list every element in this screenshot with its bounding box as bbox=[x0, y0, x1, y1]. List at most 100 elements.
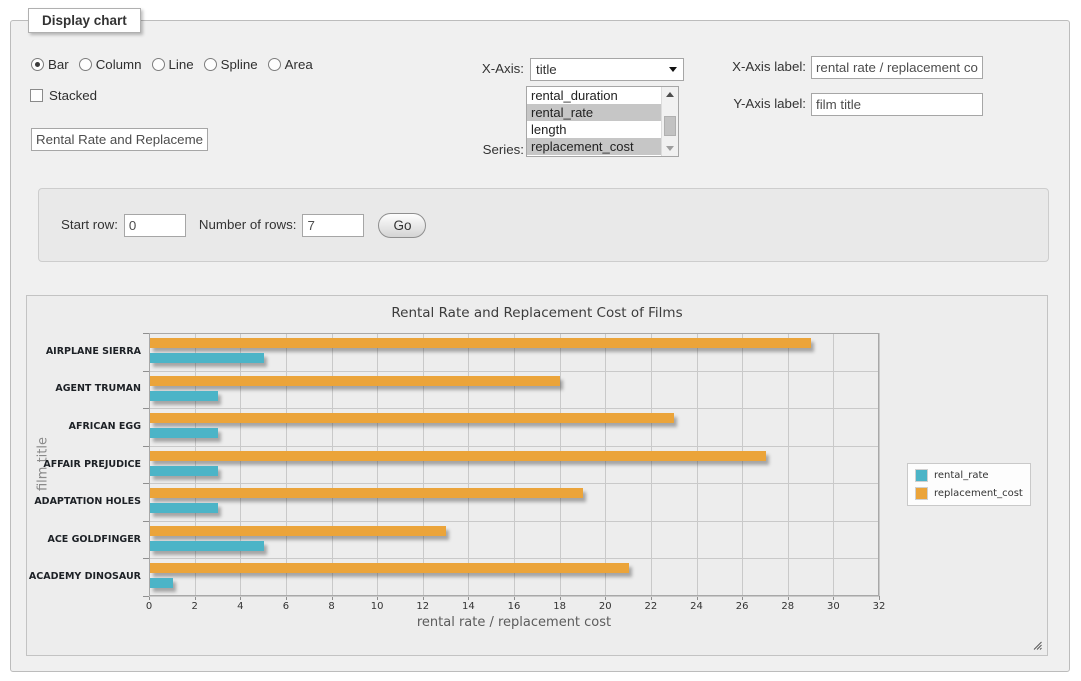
x-tick-label: 0 bbox=[145, 601, 153, 612]
x-tick-label: 26 bbox=[735, 601, 749, 612]
xaxis-select-value: title bbox=[536, 62, 557, 77]
bar-replacement_cost-adaptation-holes bbox=[150, 488, 584, 499]
bar-replacement_cost-african-egg bbox=[150, 413, 675, 424]
xaxis-label-input[interactable] bbox=[811, 56, 983, 79]
vertical-gridline bbox=[331, 333, 333, 596]
chart-type-radio-bar[interactable]: Bar bbox=[31, 57, 69, 72]
x-tick-label: 16 bbox=[507, 601, 521, 612]
scrollbar-down-icon[interactable] bbox=[662, 141, 678, 156]
x-tickmark bbox=[194, 596, 196, 600]
chart-type-radio-spline[interactable]: Spline bbox=[203, 57, 258, 72]
scrollbar-up-icon[interactable] bbox=[662, 87, 678, 102]
plot-area-border bbox=[149, 333, 879, 596]
select-arrow-icon bbox=[669, 67, 677, 72]
x-tickmark bbox=[149, 596, 150, 600]
horizontal-gridline bbox=[149, 558, 879, 560]
legend-swatch-icon bbox=[915, 487, 928, 500]
yaxis-label-label: Y-Axis label: bbox=[733, 96, 806, 111]
vertical-gridline bbox=[285, 333, 287, 596]
y-tickmark bbox=[143, 445, 149, 447]
bar-rental_rate-affair-prejudice bbox=[150, 465, 219, 476]
x-tick-label: 6 bbox=[282, 601, 290, 612]
bar-replacement_cost-affair-prejudice bbox=[150, 450, 766, 461]
number-of-rows-input[interactable] bbox=[302, 213, 365, 237]
x-tick-label: 8 bbox=[328, 601, 335, 612]
start-row-input[interactable] bbox=[123, 213, 186, 237]
x-tick-label: 28 bbox=[781, 601, 795, 612]
chart-title-input[interactable] bbox=[31, 128, 208, 151]
horizontal-gridline bbox=[149, 408, 879, 410]
radio-icon[interactable] bbox=[203, 58, 217, 71]
legend-swatch-icon bbox=[915, 469, 928, 482]
chart-legend: rental_rate replacement_cost bbox=[907, 463, 1031, 506]
x-tick-label: 12 bbox=[416, 601, 430, 612]
listbox-scrollbar[interactable] bbox=[661, 87, 678, 156]
horizontal-gridline bbox=[149, 520, 879, 522]
category-label: ADAPTATION HOLES bbox=[34, 496, 141, 508]
x-tick-label: 14 bbox=[462, 601, 475, 612]
vertical-gridline bbox=[742, 333, 744, 596]
vertical-gridline bbox=[468, 333, 470, 596]
radio-icon[interactable] bbox=[151, 58, 165, 71]
chart-xaxis-title: rental rate / replacement cost bbox=[416, 615, 612, 630]
x-tickmark bbox=[468, 596, 470, 600]
y-tickmark bbox=[143, 520, 149, 522]
x-tickmark bbox=[559, 596, 561, 600]
x-tickmark bbox=[787, 596, 789, 600]
bar-replacement_cost-agent-truman bbox=[150, 375, 561, 386]
radio-icon[interactable] bbox=[267, 58, 281, 71]
resize-handle-icon[interactable] bbox=[1032, 640, 1042, 650]
x-tick-label: 2 bbox=[191, 601, 198, 612]
horizontal-gridline bbox=[149, 445, 879, 447]
x-tick-label: 24 bbox=[690, 601, 703, 612]
y-tickmark bbox=[143, 370, 149, 372]
stacked-label: Stacked bbox=[49, 88, 98, 103]
category-label: ACADEMY DINOSAUR bbox=[28, 571, 141, 583]
yaxis-label-input[interactable] bbox=[811, 93, 983, 116]
x-tickmark bbox=[514, 596, 515, 600]
series-option-rental_rate[interactable]: rental_rate bbox=[527, 104, 661, 121]
radio-icon[interactable] bbox=[78, 58, 92, 71]
vertical-gridline bbox=[605, 333, 607, 596]
x-tick-label: 30 bbox=[827, 601, 840, 612]
category-label: AFRICAN EGG bbox=[68, 420, 141, 432]
radio-icon[interactable] bbox=[31, 58, 44, 71]
vertical-gridline bbox=[194, 333, 196, 596]
horizontal-gridline bbox=[149, 596, 879, 597]
xaxis-select[interactable]: title bbox=[530, 58, 684, 81]
go-button[interactable]: Go bbox=[378, 212, 427, 238]
legend-label: rental_rate bbox=[934, 470, 989, 481]
bar-rental_rate-ace-goldfinger bbox=[150, 540, 264, 551]
series-option-length[interactable]: length bbox=[531, 122, 567, 137]
x-tickmark bbox=[879, 596, 880, 600]
category-label: AGENT TRUMAN bbox=[55, 383, 141, 395]
chart-type-radio-area[interactable]: Area bbox=[267, 57, 313, 72]
series-option-replacement_cost[interactable]: replacement_cost bbox=[527, 138, 661, 155]
vertical-gridline bbox=[422, 333, 424, 596]
x-tickmark bbox=[696, 596, 698, 600]
horizontal-gridline bbox=[149, 370, 879, 372]
bar-rental_rate-agent-truman bbox=[150, 390, 219, 401]
vertical-gridline bbox=[787, 333, 789, 596]
chart-type-radio-column[interactable]: Column bbox=[78, 57, 142, 72]
x-tickmark bbox=[377, 596, 379, 600]
series-listbox[interactable]: rental_duration rental_rate length replacem… bbox=[526, 86, 679, 157]
y-tickmark bbox=[143, 483, 149, 485]
bar-replacement_cost-ace-goldfinger bbox=[150, 525, 447, 536]
display-chart-fieldset: Display chart Bar Column Line Spline Area St… bbox=[10, 8, 1070, 672]
chart-type-label: Bar bbox=[48, 57, 69, 72]
vertical-gridline bbox=[514, 333, 515, 596]
y-tickmark bbox=[143, 408, 149, 410]
number-of-rows-label: Number of rows: bbox=[198, 217, 297, 232]
chart-type-label: Line bbox=[168, 57, 194, 72]
x-tickmark bbox=[422, 596, 424, 600]
y-tickmark bbox=[143, 558, 149, 560]
chart-container: Rental Rate and Replacement Cost of Film… bbox=[26, 295, 1048, 656]
chart-type-radio-group: Bar Column Line Spline Area bbox=[31, 57, 317, 72]
x-tickmark bbox=[742, 596, 744, 600]
stacked-checkbox[interactable] bbox=[30, 89, 43, 102]
chart-type-radio-line[interactable]: Line bbox=[151, 57, 194, 72]
row-range-panel: Start row: Number of rows: Go bbox=[38, 188, 1049, 262]
scrollbar-thumb[interactable] bbox=[664, 116, 676, 136]
series-option-rental_duration[interactable]: rental_duration bbox=[531, 88, 618, 103]
